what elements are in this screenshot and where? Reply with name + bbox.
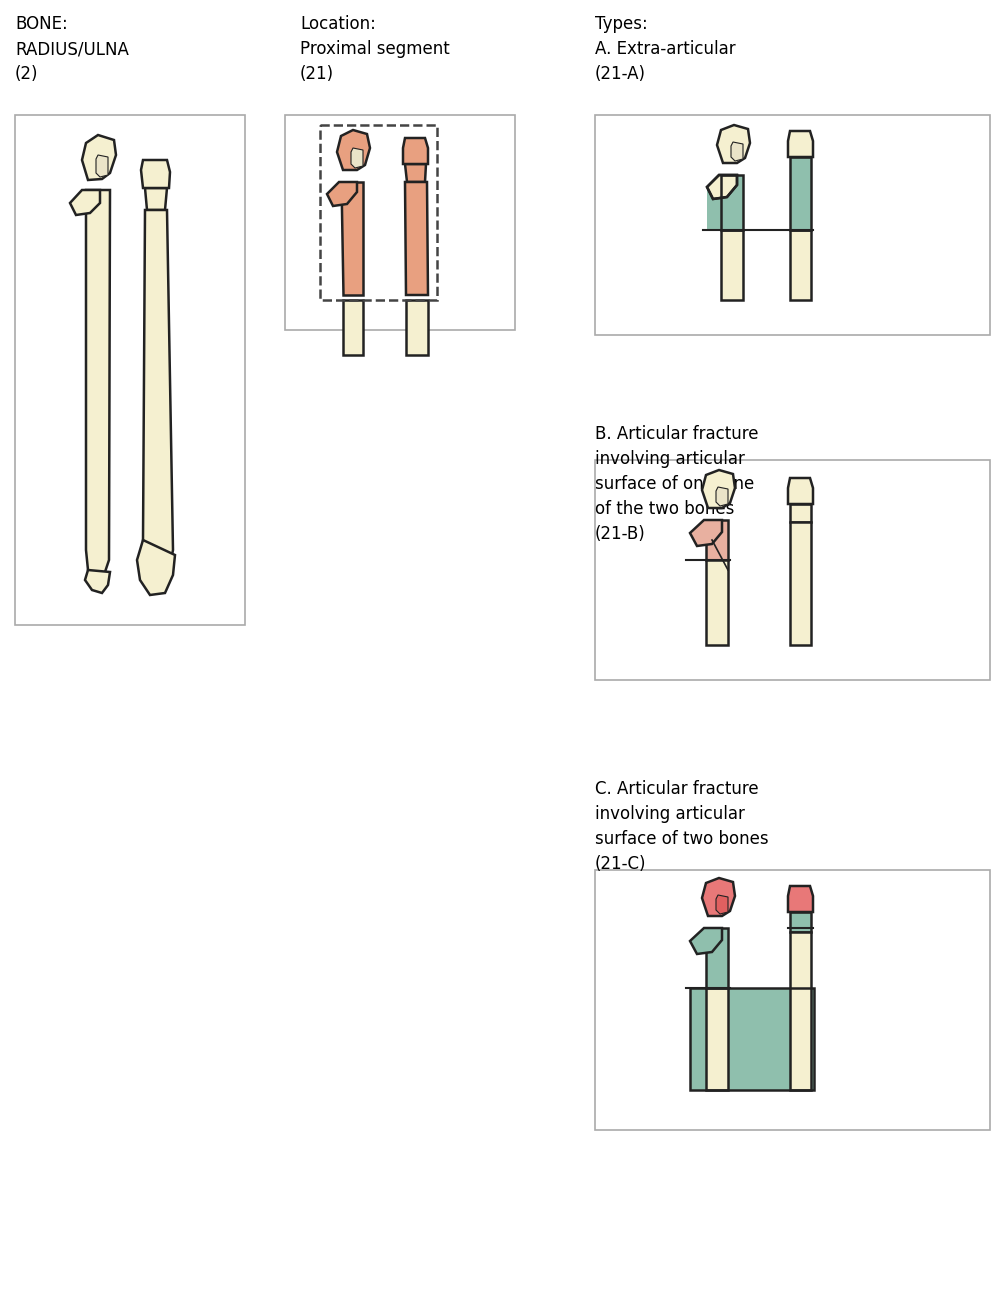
Text: B. Articular fracture
involving articular
surface of only one
of the two bones
(: B. Articular fracture involving articula…: [595, 425, 759, 544]
Polygon shape: [717, 125, 750, 163]
Polygon shape: [702, 878, 735, 917]
Bar: [15, 115, 245, 625]
Polygon shape: [343, 300, 363, 355]
Polygon shape: [707, 176, 721, 230]
Bar: [595, 870, 990, 1130]
Text: Types:
A. Extra-articular
(21-A): Types: A. Extra-articular (21-A): [595, 15, 735, 83]
Polygon shape: [788, 478, 813, 503]
Polygon shape: [85, 571, 110, 593]
Text: BONE:
RADIUS/ULNA
(2): BONE: RADIUS/ULNA (2): [15, 15, 129, 83]
Text: Location:
Proximal segment
(21): Location: Proximal segment (21): [300, 15, 450, 83]
Polygon shape: [790, 522, 811, 646]
Polygon shape: [690, 928, 722, 954]
Polygon shape: [731, 142, 743, 161]
Polygon shape: [721, 230, 743, 300]
Polygon shape: [721, 176, 743, 230]
Polygon shape: [82, 136, 116, 179]
Bar: [595, 460, 990, 680]
Polygon shape: [690, 988, 814, 1090]
Polygon shape: [143, 210, 173, 590]
Polygon shape: [716, 895, 728, 914]
Polygon shape: [96, 155, 108, 177]
Bar: [595, 115, 990, 334]
Polygon shape: [788, 886, 813, 911]
Polygon shape: [327, 182, 357, 207]
Polygon shape: [405, 182, 428, 296]
Polygon shape: [790, 158, 811, 230]
Polygon shape: [337, 130, 370, 170]
Polygon shape: [141, 160, 170, 188]
Polygon shape: [70, 190, 100, 216]
Polygon shape: [405, 164, 426, 182]
Bar: [320, 125, 437, 300]
Polygon shape: [86, 190, 110, 590]
Bar: [285, 115, 515, 330]
Polygon shape: [706, 928, 728, 988]
Polygon shape: [706, 560, 728, 646]
Polygon shape: [406, 300, 428, 355]
Polygon shape: [137, 540, 175, 595]
Polygon shape: [790, 230, 811, 300]
Polygon shape: [341, 182, 363, 296]
Polygon shape: [716, 487, 728, 506]
Polygon shape: [706, 988, 728, 1090]
Polygon shape: [351, 148, 363, 168]
Polygon shape: [690, 520, 722, 546]
Polygon shape: [707, 176, 737, 199]
Polygon shape: [790, 932, 811, 1090]
Polygon shape: [702, 470, 735, 507]
Polygon shape: [788, 130, 813, 158]
Polygon shape: [790, 503, 811, 522]
Bar: [320, 125, 437, 300]
Polygon shape: [145, 188, 167, 210]
Text: C. Articular fracture
involving articular
surface of two bones
(21-C): C. Articular fracture involving articula…: [595, 780, 769, 873]
Polygon shape: [403, 138, 428, 164]
Polygon shape: [706, 520, 728, 560]
Polygon shape: [790, 911, 811, 932]
